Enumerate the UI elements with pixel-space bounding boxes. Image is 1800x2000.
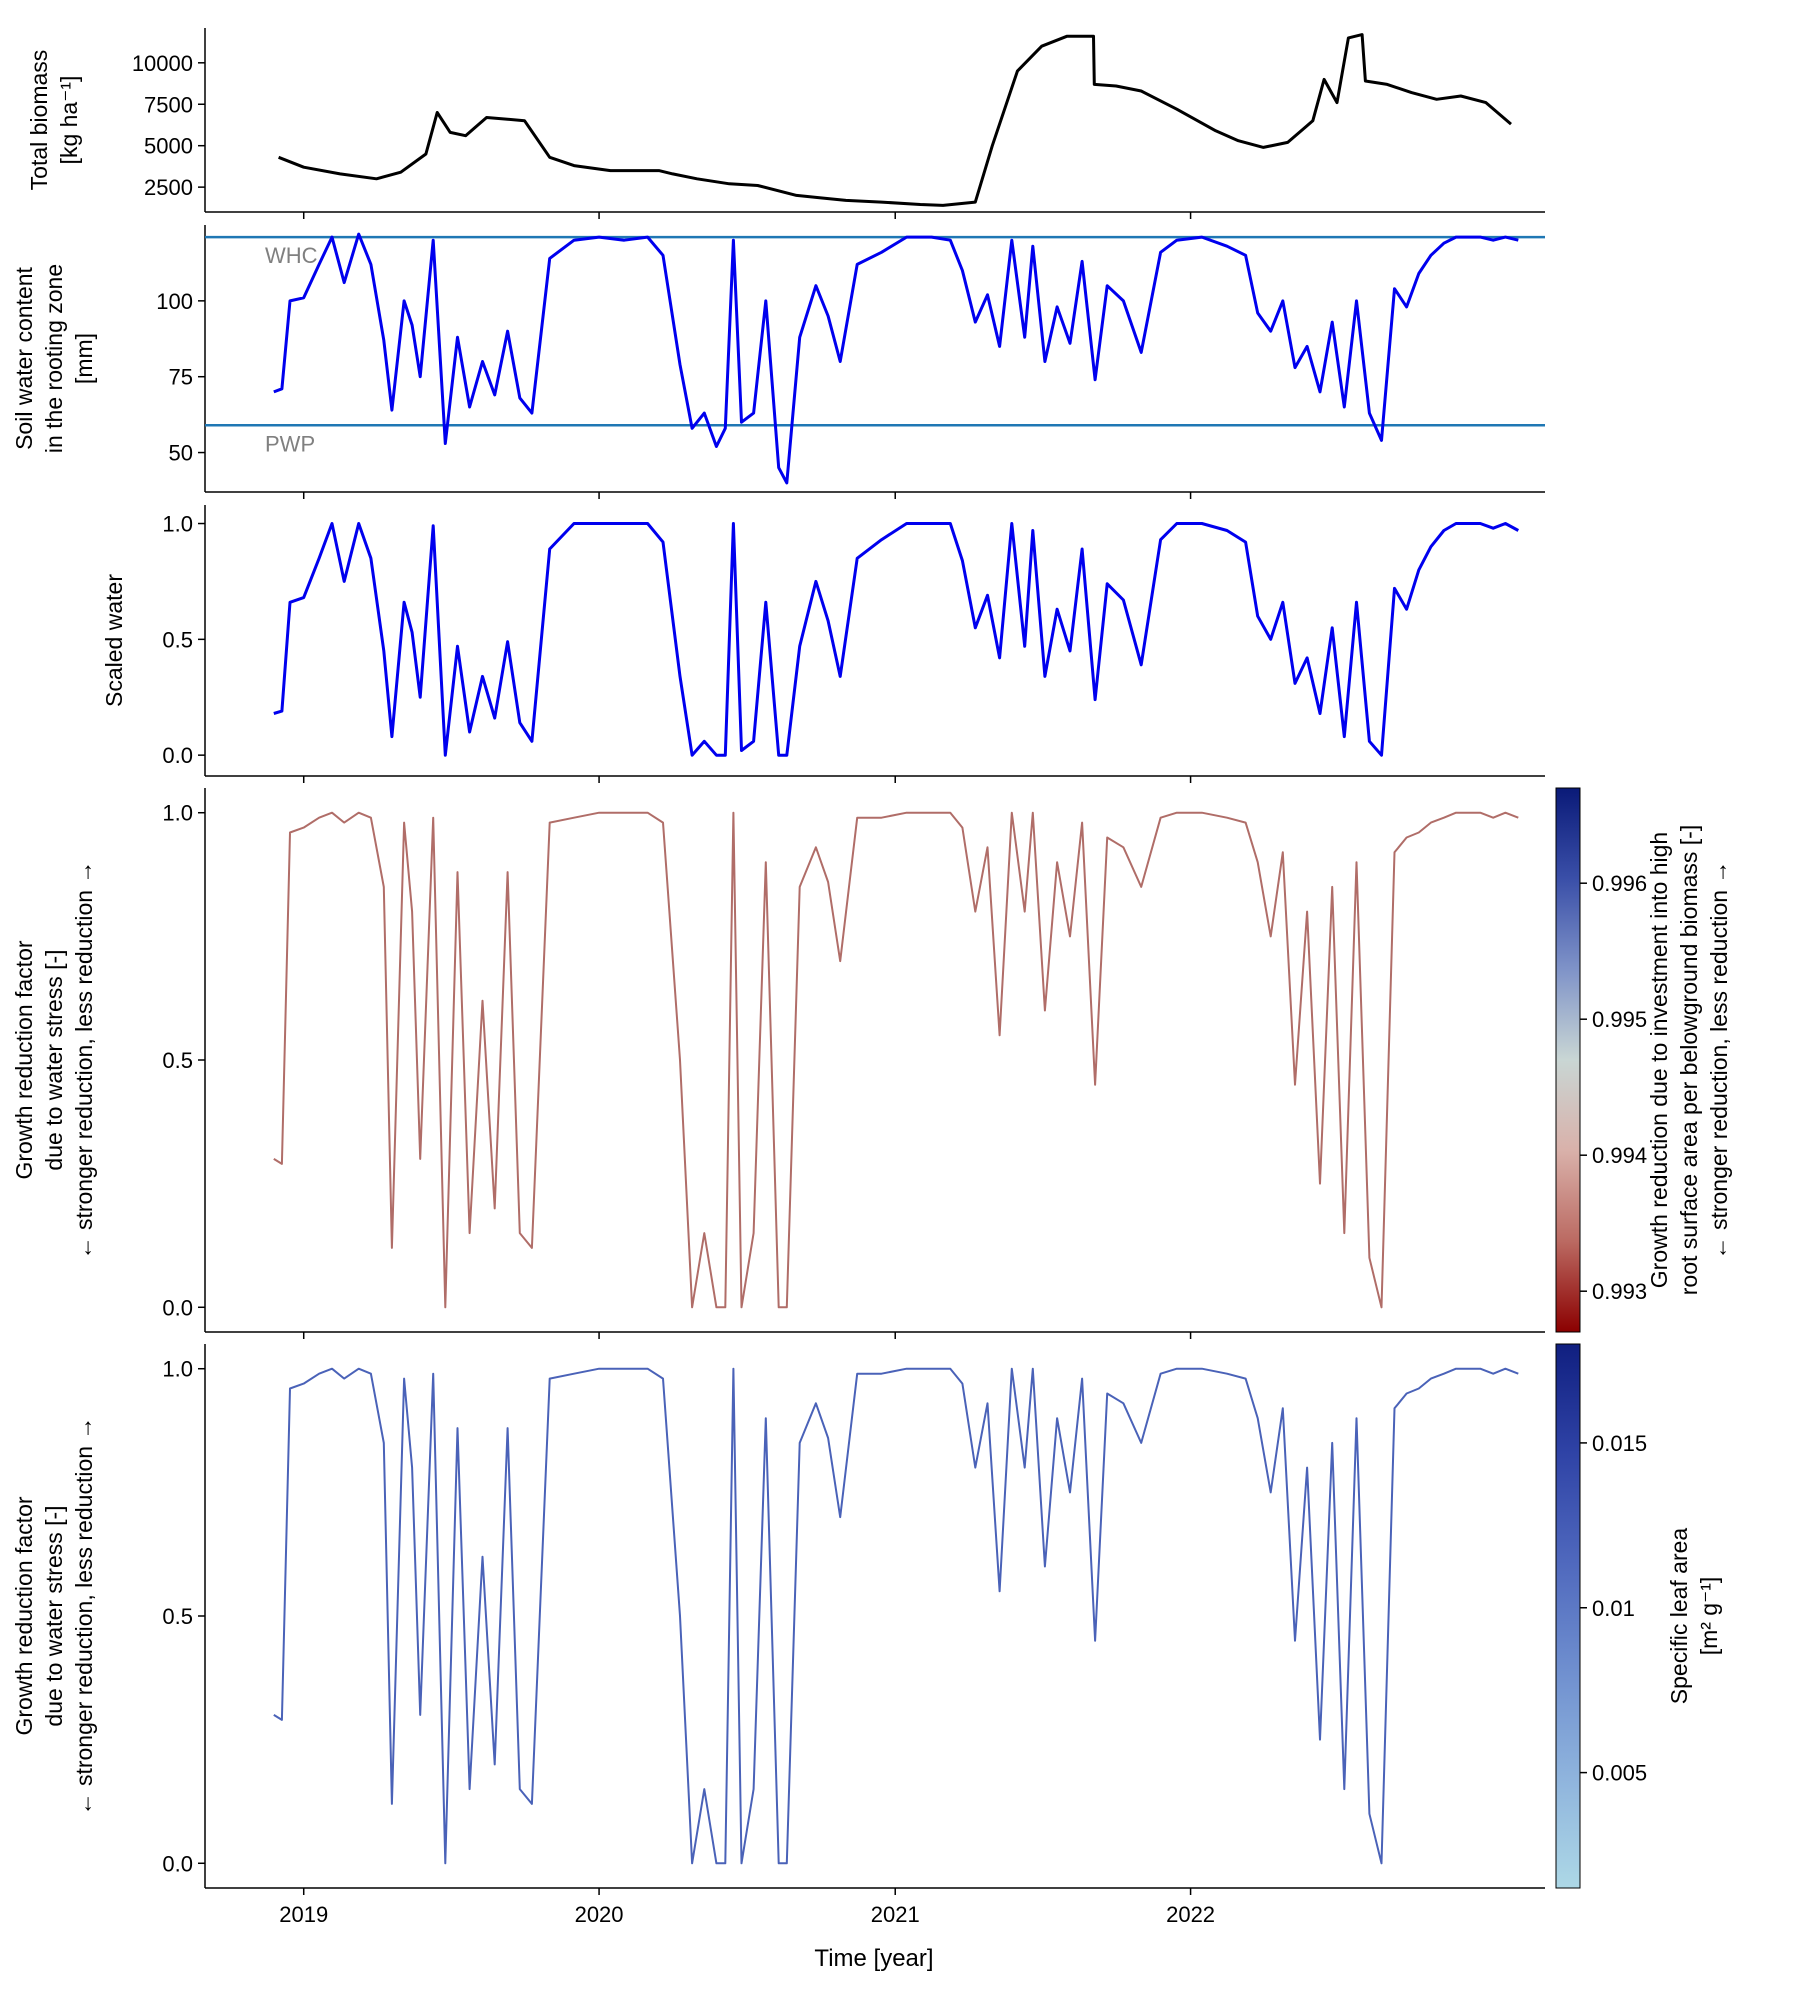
colorbar-tick-label: 0.996	[1592, 871, 1647, 896]
y-axis-label: Total biomass	[26, 50, 52, 191]
series-line	[273, 811, 1519, 1309]
series-line	[278, 33, 1512, 207]
y-tick-label: 0.5	[162, 627, 193, 652]
chart-panel-3: 0.0 0.5 1.0 Scaled water	[101, 505, 1545, 783]
chart-panel-5: 0.0 0.5 1.0 2019 2020 2021 2022 Growth reductio…	[11, 1343, 1722, 1927]
y-axis-label: ← stronger reduction, less reduction →	[71, 861, 97, 1260]
y-axis-label: in the rooting zone	[41, 264, 67, 453]
y-tick-label: 10000	[132, 51, 193, 76]
colorbar-label: Growth reduction due to investment into …	[1646, 832, 1672, 1288]
colorbar-label: root surface area per belowground biomas…	[1676, 825, 1702, 1295]
colorbar-label: Specific leaf area	[1666, 1528, 1692, 1705]
y-tick-label: 7500	[144, 92, 193, 117]
y-tick-label: 75	[169, 365, 193, 390]
y-axis-label: ← stronger reduction, less reduction →	[71, 1417, 97, 1816]
y-axis-label: due to water stress [-]	[41, 1505, 67, 1726]
y-tick-label: 0.0	[162, 743, 193, 768]
x-tick-label: 2020	[575, 1902, 624, 1927]
colorbar	[1555, 787, 1581, 1333]
y-tick-label: 0.5	[162, 1048, 193, 1073]
panels: 2500 5000 7500 10000 Total biomass [kg ha⁻¹] 5…	[11, 28, 1732, 1927]
y-tick-label: 0.5	[162, 1604, 193, 1629]
chart-panel-1: 2500 5000 7500 10000 Total biomass [kg ha⁻¹]	[26, 28, 1545, 219]
x-tick-label: 2019	[279, 1902, 328, 1927]
y-axis-label: due to water stress [-]	[41, 949, 67, 1170]
colorbar-tick-label: 0.015	[1592, 1431, 1647, 1456]
x-tick-label: 2022	[1166, 1902, 1215, 1927]
y-tick-label: 1.0	[162, 512, 193, 537]
colorbar-tick-label: 0.994	[1592, 1143, 1647, 1168]
y-axis-label: Growth reduction factor	[11, 1496, 37, 1735]
colorbar-tick-label: 0.993	[1592, 1279, 1647, 1304]
reference-label-whc: WHC	[265, 243, 318, 268]
y-tick-label: 1.0	[162, 801, 193, 826]
y-tick-label: 50	[169, 441, 193, 466]
chart-panel-4: 0.0 0.5 1.0 Growth reduction factor due to w…	[11, 787, 1732, 1339]
series-line	[273, 232, 1519, 485]
chart-panel-2: 50 75 100 Soil water content in the rooting …	[11, 225, 1545, 499]
colorbar-label: ← stronger reduction, less reduction →	[1706, 861, 1732, 1260]
x-axis-label: Time [year]	[814, 1945, 933, 1972]
y-tick-label: 2500	[144, 175, 193, 200]
y-axis-label: Soil water content	[11, 266, 37, 449]
colorbar-tick-label: 0.995	[1592, 1007, 1647, 1032]
series-line	[273, 1367, 1519, 1865]
reference-label-pwp: PWP	[265, 431, 315, 456]
y-tick-label: 0.0	[162, 1295, 193, 1320]
y-axis-label: Scaled water	[101, 574, 127, 707]
y-tick-label: 0.0	[162, 1851, 193, 1876]
colorbar-tick-label: 0.005	[1592, 1761, 1647, 1786]
colorbar-label: [m² g⁻¹]	[1696, 1577, 1722, 1656]
y-tick-label: 1.0	[162, 1357, 193, 1382]
y-axis-label: [mm]	[71, 333, 97, 384]
colorbar	[1555, 1343, 1581, 1889]
series-line	[273, 522, 1520, 757]
y-axis-label: [kg ha⁻¹]	[56, 76, 82, 165]
x-tick-label: 2021	[871, 1902, 920, 1927]
colorbar-tick-label: 0.01	[1592, 1596, 1635, 1621]
y-tick-label: 5000	[144, 134, 193, 159]
y-axis-label: Growth reduction factor	[11, 940, 37, 1179]
y-tick-label: 100	[156, 289, 193, 314]
